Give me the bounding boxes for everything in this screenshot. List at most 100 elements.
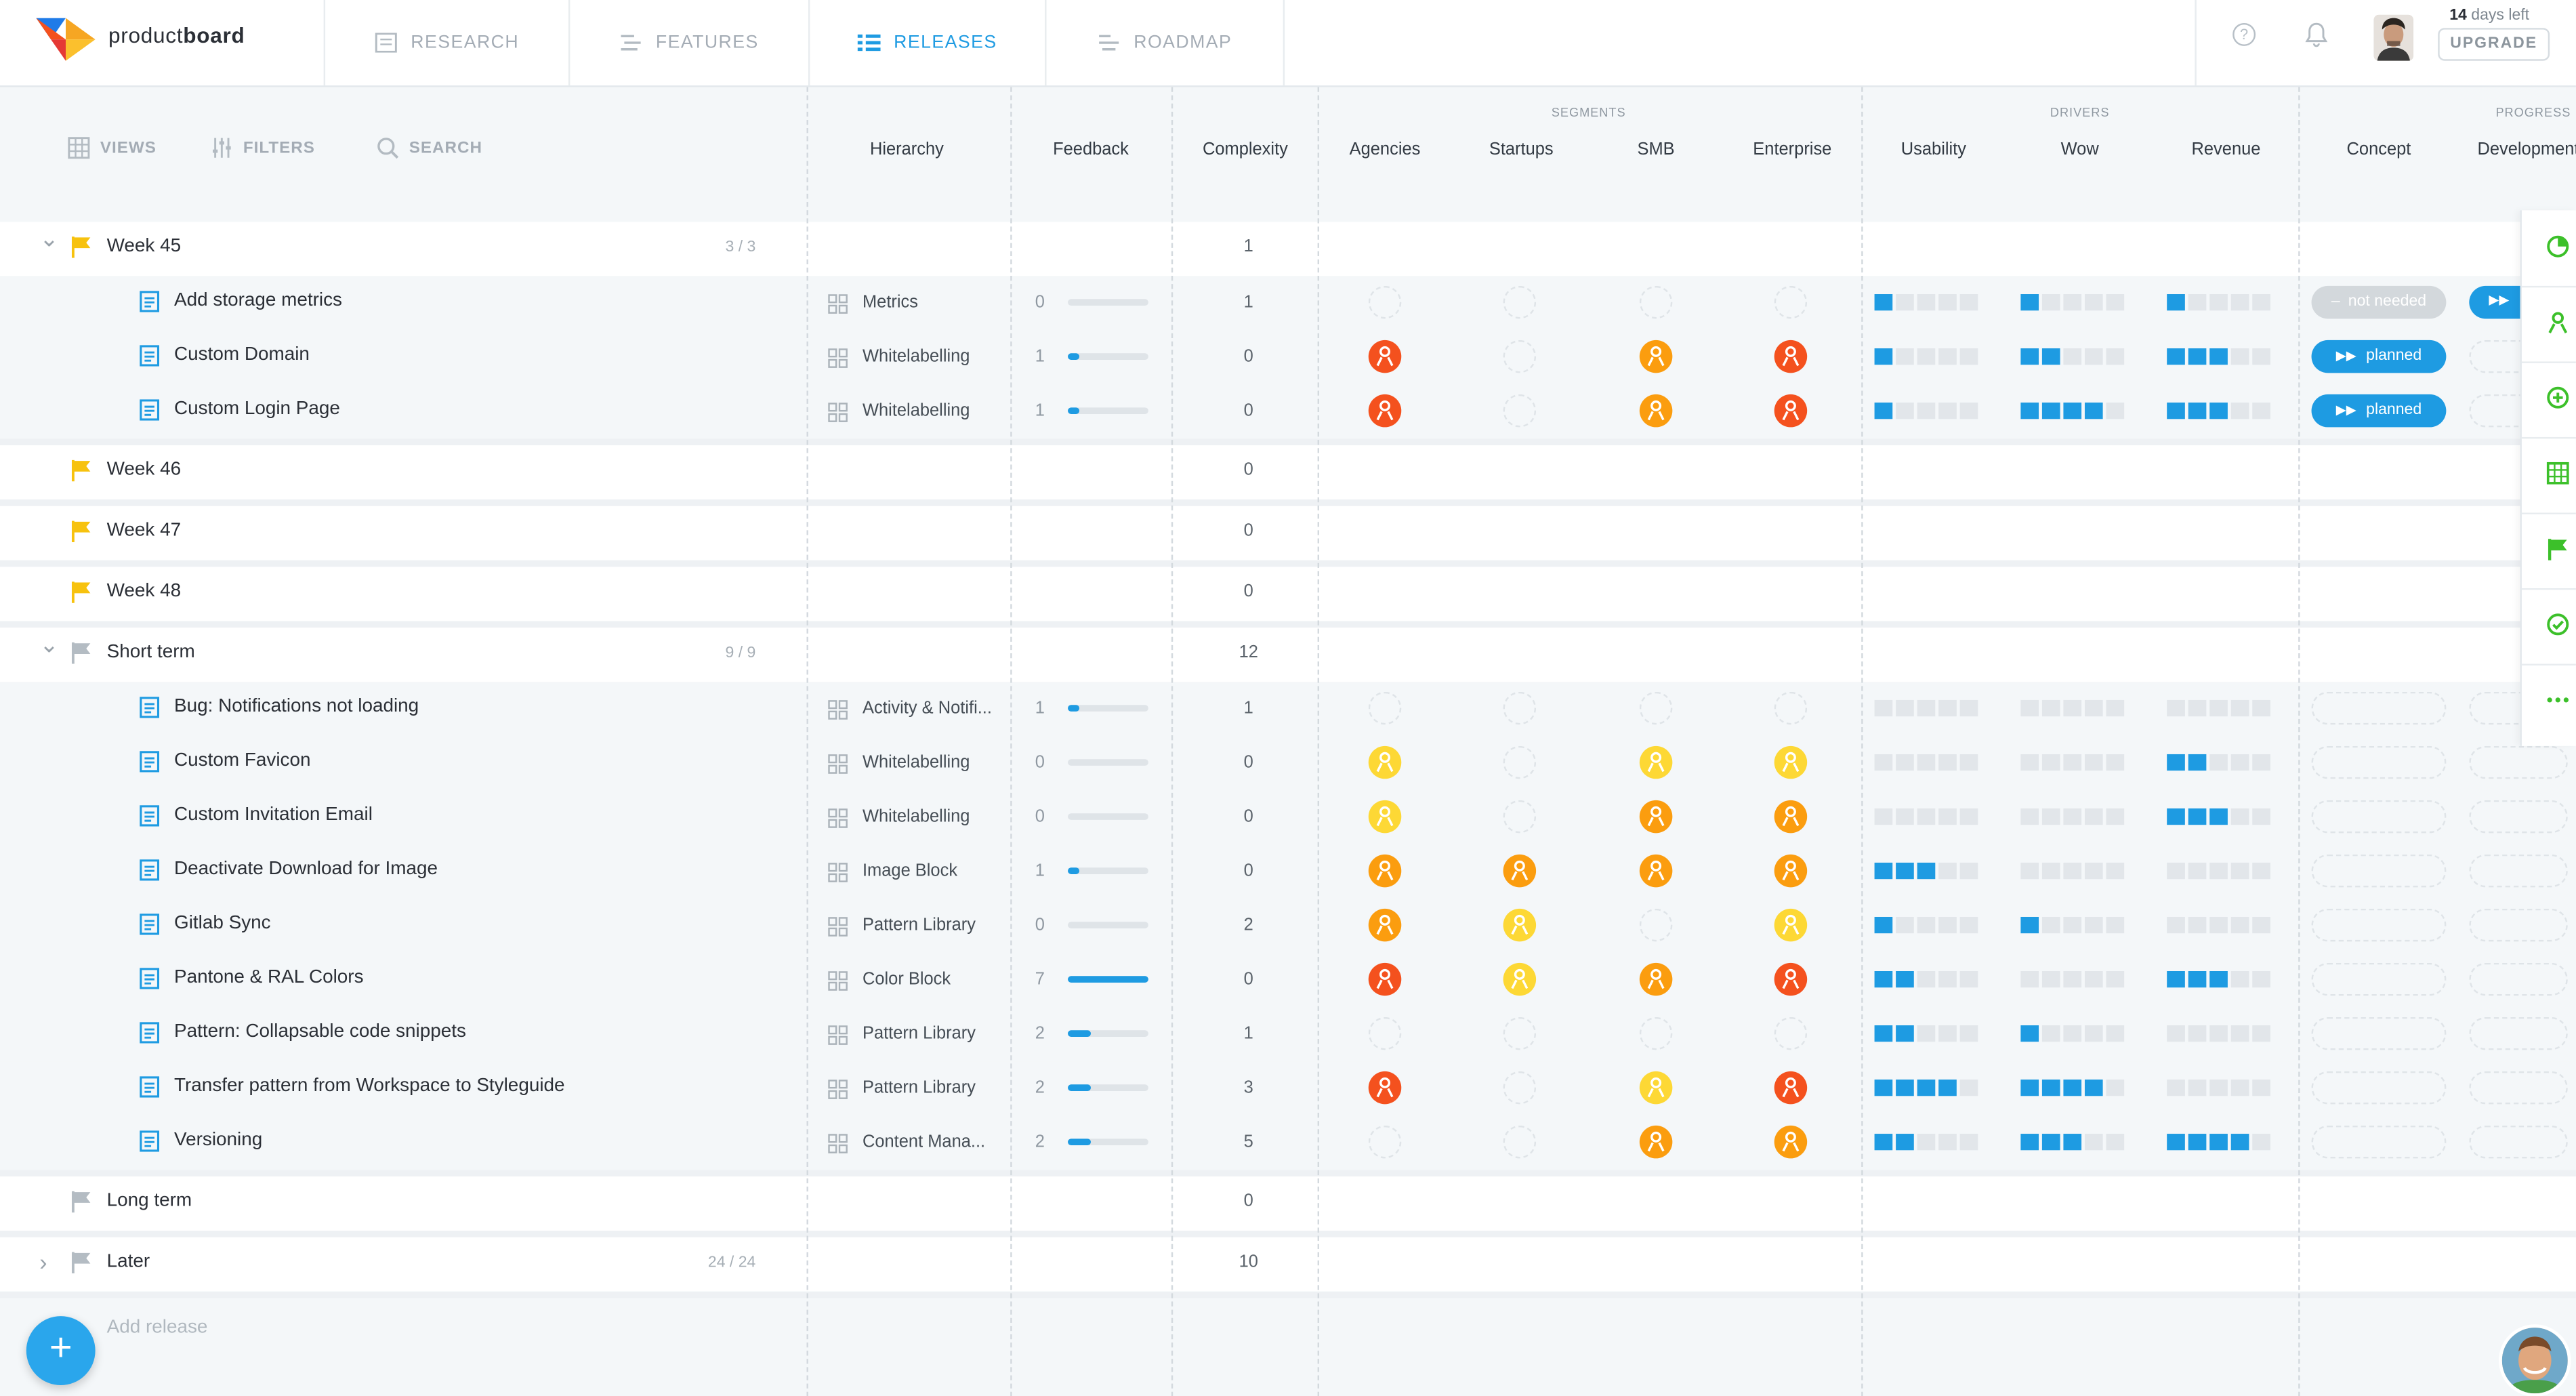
segment-persona-icon[interactable]: [1774, 340, 1808, 373]
driver-score-bar[interactable]: [2167, 970, 2270, 988]
segment-empty-slot[interactable]: [1503, 800, 1537, 834]
segment-persona-icon[interactable]: [1774, 745, 1808, 779]
concept-status-pill[interactable]: [2311, 1071, 2447, 1105]
driver-score-bar[interactable]: [2167, 754, 2270, 771]
driver-score-bar[interactable]: [2020, 348, 2125, 365]
segment-persona-icon[interactable]: [1774, 1125, 1808, 1159]
driver-score-bar[interactable]: [2167, 808, 2270, 825]
development-status-pill[interactable]: [2469, 854, 2568, 888]
feature-name[interactable]: Pattern: Collapsable code snippets: [174, 1022, 466, 1042]
feature-row[interactable]: [0, 899, 2576, 953]
driver-score-bar[interactable]: [1874, 1080, 1978, 1096]
segment-persona-icon[interactable]: [1639, 745, 1673, 779]
column-header-wow[interactable]: Wow: [2060, 140, 2099, 160]
segment-persona-icon[interactable]: [1774, 908, 1808, 942]
hierarchy-name[interactable]: Activity & Notifi...: [862, 698, 992, 718]
segment-empty-slot[interactable]: [1639, 908, 1673, 942]
release-row[interactable]: [0, 1176, 2576, 1231]
chevron-down-icon[interactable]: ⌄: [39, 631, 59, 657]
segment-persona-icon[interactable]: [1774, 854, 1808, 888]
driver-score-bar[interactable]: [2020, 699, 2125, 717]
driver-score-bar[interactable]: [2167, 403, 2270, 419]
target-icon[interactable]: [2546, 386, 2569, 409]
segment-persona-icon[interactable]: [1368, 800, 1402, 834]
concept-status-pill[interactable]: ▶▶ planned: [2311, 340, 2447, 373]
segment-persona-icon[interactable]: [1774, 962, 1808, 996]
release-name[interactable]: Week 46: [106, 459, 182, 480]
check-icon[interactable]: [2546, 613, 2569, 636]
driver-score-bar[interactable]: [1874, 970, 1978, 988]
release-name[interactable]: Week 47: [106, 520, 182, 541]
column-header-feedback[interactable]: Feedback: [1053, 140, 1129, 160]
segment-persona-icon[interactable]: [1368, 745, 1402, 779]
feature-row[interactable]: [0, 1007, 2576, 1062]
concept-status-pill[interactable]: [2311, 854, 2447, 888]
feature-row[interactable]: [0, 276, 2576, 331]
segment-persona-icon[interactable]: [1503, 962, 1537, 996]
segment-persona-icon[interactable]: [1639, 340, 1673, 373]
segment-persona-icon[interactable]: [1368, 908, 1402, 942]
table-icon[interactable]: [2546, 461, 2569, 485]
feature-row[interactable]: [0, 953, 2576, 1008]
add-release-input[interactable]: Add release: [106, 1317, 208, 1338]
upgrade-button[interactable]: UPGRADE: [2438, 28, 2550, 61]
hierarchy-name[interactable]: Pattern Library: [862, 1023, 976, 1044]
driver-score-bar[interactable]: [1874, 348, 1978, 365]
concept-status-pill[interactable]: [2311, 691, 2447, 725]
driver-score-bar[interactable]: [2020, 1134, 2125, 1151]
concept-status-pill[interactable]: – not needed: [2311, 285, 2447, 319]
help-icon[interactable]: ?: [2232, 22, 2256, 46]
column-header-agencies[interactable]: Agencies: [1349, 140, 1421, 160]
concept-status-pill[interactable]: [2311, 1125, 2447, 1159]
segment-empty-slot[interactable]: [1639, 285, 1673, 319]
column-header-revenue[interactable]: Revenue: [2191, 140, 2261, 160]
segment-empty-slot[interactable]: [1639, 691, 1673, 725]
driver-score-bar[interactable]: [2020, 808, 2125, 825]
concept-status-pill[interactable]: [2311, 962, 2447, 996]
driver-score-bar[interactable]: [1874, 294, 1978, 311]
segment-persona-icon[interactable]: [1639, 962, 1673, 996]
feature-name[interactable]: Bug: Notifications not loading: [174, 697, 419, 717]
driver-score-bar[interactable]: [2020, 403, 2125, 419]
column-header-enterprise[interactable]: Enterprise: [1753, 140, 1832, 160]
persona-icon[interactable]: [2546, 310, 2569, 333]
driver-score-bar[interactable]: [1874, 699, 1978, 717]
flag-icon[interactable]: [2546, 537, 2569, 560]
chevron-down-icon[interactable]: ⌄: [39, 225, 59, 251]
segment-empty-slot[interactable]: [1368, 1125, 1402, 1159]
feature-name[interactable]: Custom Invitation Email: [174, 805, 373, 825]
segment-persona-icon[interactable]: [1639, 1071, 1673, 1105]
segment-persona-icon[interactable]: [1774, 1071, 1808, 1105]
segment-empty-slot[interactable]: [1368, 1017, 1402, 1050]
search-button[interactable]: SEARCH: [376, 136, 482, 159]
feature-name[interactable]: Custom Favicon: [174, 751, 311, 771]
release-row[interactable]: [0, 506, 2576, 560]
segment-persona-icon[interactable]: [1368, 394, 1402, 428]
development-status-pill[interactable]: [2469, 962, 2568, 996]
views-button[interactable]: VIEWS: [67, 136, 157, 159]
driver-score-bar[interactable]: [1874, 916, 1978, 934]
concept-status-pill[interactable]: [2311, 1017, 2447, 1050]
column-header-usability[interactable]: Usability: [1900, 140, 1966, 160]
feature-name[interactable]: Deactivate Download for Image: [174, 859, 438, 880]
release-name[interactable]: Short term: [106, 642, 195, 663]
hierarchy-name[interactable]: Content Mana...: [862, 1132, 986, 1152]
driver-score-bar[interactable]: [1874, 1134, 1978, 1151]
concept-status-pill[interactable]: [2311, 745, 2447, 779]
driver-score-bar[interactable]: [2020, 294, 2125, 311]
segment-persona-icon[interactable]: [1368, 962, 1402, 996]
feature-row[interactable]: [0, 790, 2576, 845]
segment-empty-slot[interactable]: [1368, 285, 1402, 319]
release-name[interactable]: Long term: [106, 1191, 192, 1212]
driver-score-bar[interactable]: [2167, 294, 2270, 311]
nav-tab-features[interactable]: FEATURES: [568, 0, 808, 86]
feature-row[interactable]: [0, 330, 2576, 385]
development-status-pill[interactable]: [2469, 1071, 2568, 1105]
segment-persona-icon[interactable]: [1639, 394, 1673, 428]
release-name[interactable]: Week 45: [106, 237, 182, 257]
driver-score-bar[interactable]: [1874, 403, 1978, 419]
nav-tab-releases[interactable]: RELEASES: [808, 0, 1045, 86]
driver-score-bar[interactable]: [2020, 1080, 2125, 1096]
chevron-right-icon[interactable]: ›: [39, 1248, 47, 1275]
segment-persona-icon[interactable]: [1368, 854, 1402, 888]
